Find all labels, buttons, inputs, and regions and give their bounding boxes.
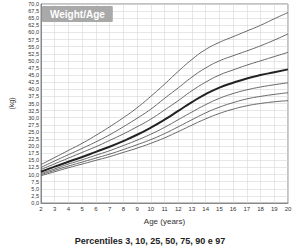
svg-text:62,5: 62,5 [28,22,39,28]
svg-text:10,0: 10,0 [28,172,39,178]
svg-text:65,0: 65,0 [28,15,39,21]
svg-text:17,5: 17,5 [28,150,39,156]
svg-text:Age (years): Age (years) [144,217,186,226]
svg-text:17: 17 [243,206,250,212]
svg-text:9: 9 [135,206,139,212]
svg-text:60,0: 60,0 [28,29,39,35]
svg-text:70,0: 70,0 [28,1,39,7]
svg-text:10: 10 [147,206,154,212]
svg-text:32,5: 32,5 [28,108,39,114]
svg-text:52,5: 52,5 [28,51,39,57]
svg-text:(kg): (kg) [8,97,16,109]
svg-text:15,0: 15,0 [28,157,39,163]
svg-text:8: 8 [122,206,126,212]
svg-text:5,0: 5,0 [31,186,39,192]
svg-text:2: 2 [39,206,43,212]
svg-text:20,0: 20,0 [28,143,39,149]
svg-text:67,5: 67,5 [28,8,39,14]
svg-text:11: 11 [161,206,168,212]
svg-text:42,5: 42,5 [28,79,39,85]
svg-text:18: 18 [257,206,264,212]
svg-text:15: 15 [216,206,223,212]
svg-text:5: 5 [80,206,84,212]
svg-text:25,0: 25,0 [28,129,39,135]
svg-text:12,5: 12,5 [28,164,39,170]
svg-text:40,0: 40,0 [28,86,39,92]
svg-text:12: 12 [175,206,182,212]
svg-text:57,5: 57,5 [28,37,39,43]
svg-text:7,5: 7,5 [31,179,39,185]
svg-text:50,0: 50,0 [28,58,39,64]
svg-text:13: 13 [189,206,196,212]
svg-text:45,0: 45,0 [28,72,39,78]
svg-text:35,0: 35,0 [28,101,39,107]
svg-text:6: 6 [94,206,98,212]
svg-text:16: 16 [230,206,237,212]
svg-text:19: 19 [271,206,278,212]
svg-text:47,5: 47,5 [28,65,39,71]
svg-text:55,0: 55,0 [28,44,39,50]
svg-text:0,0: 0,0 [31,200,39,206]
svg-text:4: 4 [67,206,71,212]
svg-text:3: 3 [53,206,57,212]
svg-text:Percentiles 3, 10, 25, 50, 75,: Percentiles 3, 10, 25, 50, 75, 90 e 97 [75,236,226,246]
svg-text:37,5: 37,5 [28,93,39,99]
svg-text:22,5: 22,5 [28,136,39,142]
svg-text:14: 14 [202,206,209,212]
svg-text:27,5: 27,5 [28,122,39,128]
svg-text:2,5: 2,5 [31,193,39,199]
svg-text:30,0: 30,0 [28,115,39,121]
svg-text:7: 7 [108,206,112,212]
svg-text:Weight/Age: Weight/Age [50,9,105,20]
svg-text:20: 20 [285,206,292,212]
